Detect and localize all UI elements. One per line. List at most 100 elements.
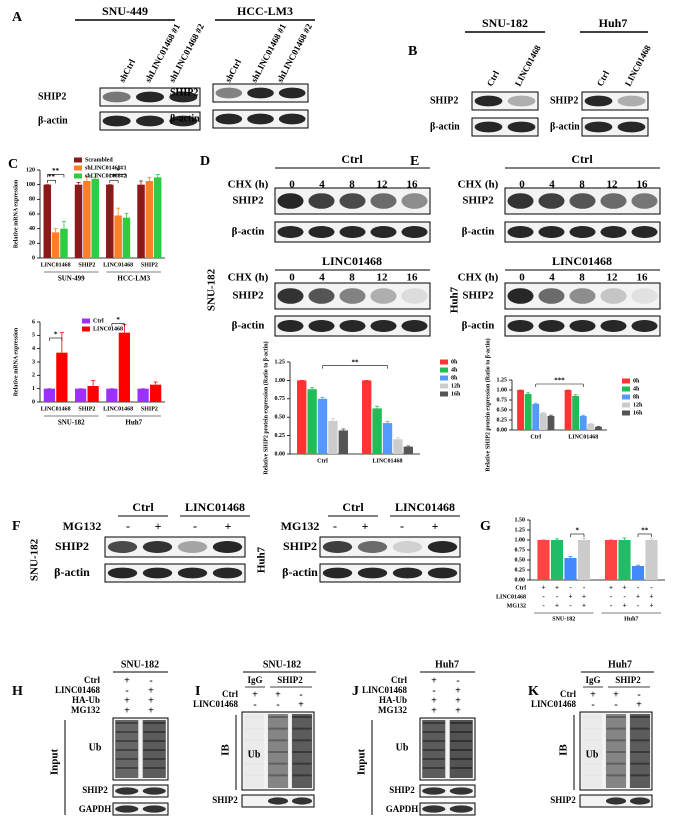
blot-band — [308, 226, 335, 238]
blot-band — [538, 193, 565, 209]
label: LINC01468 — [552, 254, 612, 268]
label: β-actin — [54, 565, 90, 579]
blot-band — [212, 541, 243, 553]
label: F — [12, 519, 21, 534]
time-label: 8 — [349, 272, 355, 284]
y-tick-label: 1.00 — [515, 537, 526, 543]
blot-band — [143, 767, 166, 769]
label: β-actin — [232, 226, 265, 238]
label: J — [352, 684, 359, 699]
bar — [150, 384, 162, 402]
sign: + — [432, 519, 439, 533]
label: LINC01468 — [185, 500, 245, 514]
label: Ctrl — [132, 500, 154, 514]
label: SHIP2 — [170, 87, 198, 98]
label: SNU-182 — [206, 268, 218, 311]
blot-smear — [115, 720, 139, 778]
blot-band — [268, 774, 288, 777]
blot-band — [102, 91, 131, 103]
blot-band — [630, 727, 650, 730]
label: SHIP2 — [550, 795, 576, 805]
blot-band — [450, 749, 473, 751]
y-tick-label: 0.25 — [515, 567, 526, 573]
label: SHIP2 — [55, 539, 89, 553]
sign: - — [569, 584, 572, 592]
blot-band — [422, 749, 445, 751]
y-tick-label: 0.50 — [515, 557, 526, 563]
blot-band — [115, 722, 138, 724]
label: LINC01468 — [193, 699, 239, 709]
blot-band — [370, 320, 397, 332]
label: LINC01468 — [531, 699, 577, 709]
blot-band — [215, 113, 243, 125]
legend-label: 8h — [451, 375, 458, 381]
blot-band — [631, 226, 658, 238]
legend-label: 0h — [633, 378, 640, 384]
y-tick-label: 0.00 — [515, 577, 526, 583]
blot-band — [322, 541, 353, 553]
label: SHIP2 — [462, 290, 494, 302]
blot-band — [617, 121, 646, 133]
label: MG132 — [71, 705, 100, 715]
x-tick-label: LINC01468 — [41, 262, 71, 268]
label: MG132 — [281, 519, 320, 533]
time-label: 8 — [349, 179, 355, 191]
blot-band — [422, 767, 445, 769]
x-tick-label: LINC01468 — [103, 262, 133, 268]
time-label: 4 — [319, 179, 325, 191]
blot-band — [584, 121, 613, 133]
blot-band — [308, 288, 335, 304]
y-tick-label: 1 — [32, 386, 35, 392]
label: LINC01468 — [362, 685, 408, 695]
label: HA-Ub — [72, 695, 100, 705]
blot-band — [115, 758, 138, 760]
blot-band — [449, 805, 473, 813]
significance: * — [116, 167, 120, 175]
sign: + — [252, 689, 258, 700]
label: Ub — [396, 742, 409, 753]
legend-label: 16h — [451, 391, 461, 397]
label: CHX (h) — [228, 272, 269, 284]
sign: + — [650, 593, 654, 601]
sign: + — [582, 593, 586, 601]
blot-band — [450, 722, 473, 724]
blot-smear — [142, 720, 166, 778]
label: SNU-182 — [482, 16, 528, 30]
bar — [403, 446, 413, 454]
label: SHIP2 — [462, 195, 494, 207]
sign: + — [555, 602, 559, 610]
bar — [114, 215, 122, 258]
significance: * — [54, 331, 58, 339]
sign: + — [155, 519, 162, 533]
blot-band — [569, 193, 596, 209]
significance: ** — [352, 358, 360, 366]
x-tick-label: SHIP2 — [78, 262, 95, 268]
blot-band — [569, 226, 596, 238]
x-tick-label: LINC01468 — [103, 406, 133, 412]
significance: ** — [52, 167, 60, 175]
sign: + — [148, 695, 154, 706]
label: Huh7 — [435, 659, 459, 670]
blot-band — [339, 226, 366, 238]
blot-band — [136, 91, 164, 103]
legend-swatch — [74, 173, 82, 179]
sign: + — [148, 685, 154, 696]
blot-band — [606, 727, 626, 730]
y-tick-label: 0.75 — [275, 396, 286, 402]
blot-band — [507, 320, 534, 332]
sign: - — [126, 519, 130, 533]
label: Huh7 — [608, 659, 632, 670]
sign: + — [431, 675, 437, 686]
label: Huh7 — [449, 286, 461, 313]
legend-swatch — [82, 318, 90, 324]
sign: + — [431, 705, 437, 716]
label: SHIP2 — [550, 95, 578, 106]
y-label: Relative SHIP2 protein expression (Ratio… — [262, 341, 269, 474]
blot-band — [136, 115, 164, 127]
label: SHIP2 — [389, 785, 415, 795]
lane-label: shCtrl — [223, 57, 244, 84]
blot-band — [244, 728, 263, 730]
sign: + — [623, 584, 627, 592]
blot-band — [538, 288, 565, 304]
blot-band — [277, 288, 304, 304]
